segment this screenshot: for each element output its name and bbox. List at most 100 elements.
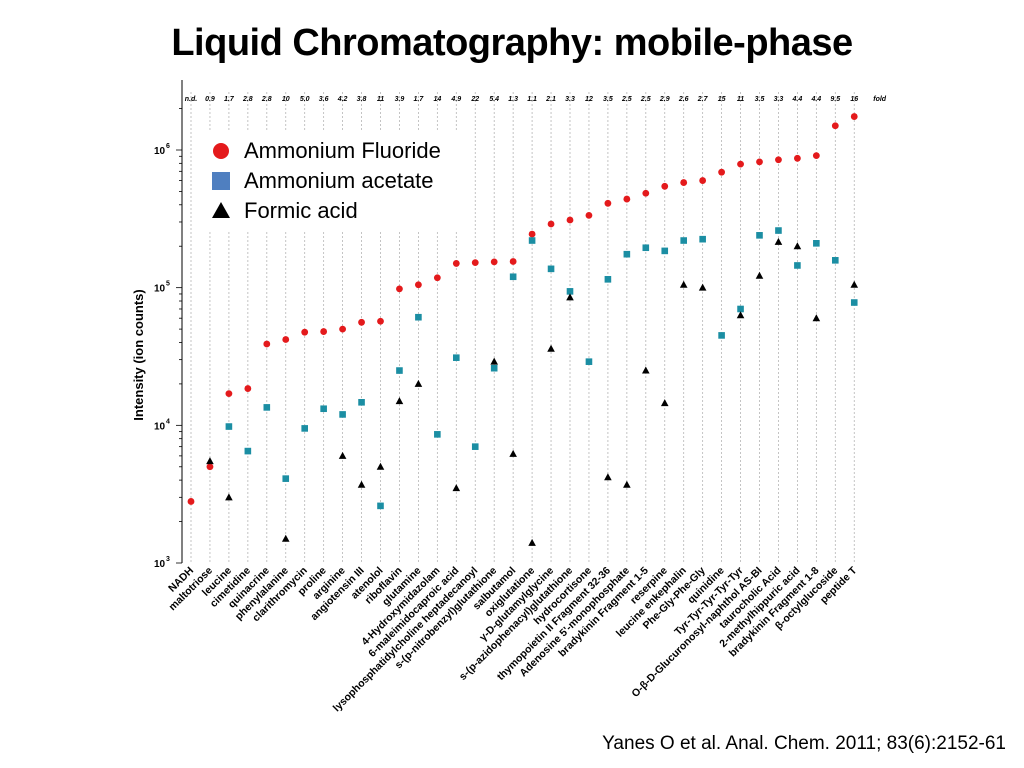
legend: Ammonium Fluoride Ammonium acetate Formi… — [204, 132, 474, 230]
y-tick-exponent: 3 — [166, 556, 170, 563]
fold-label: 3.6 — [319, 96, 329, 103]
fold-label: 9.5 — [830, 96, 840, 103]
fold-label: 16 — [850, 96, 858, 103]
y-tick-exponent: 6 — [166, 143, 170, 150]
point-formic-acid — [490, 357, 498, 365]
point-ammonium-acetate — [358, 398, 365, 406]
fold-label: 2.8 — [261, 96, 272, 103]
point-ammonium-fluoride — [794, 154, 801, 162]
fold-label: 1.3 — [508, 96, 518, 103]
fold-label: 2.6 — [678, 96, 689, 103]
fold-label: 2.9 — [659, 96, 670, 103]
point-ammonium-fluoride — [680, 179, 688, 186]
point-ammonium-fluoride — [699, 177, 707, 184]
point-formic-acid — [642, 366, 650, 374]
point-ammonium-acetate — [509, 273, 517, 281]
fold-label: 2.5 — [621, 96, 632, 103]
point-ammonium-fluoride — [812, 152, 820, 160]
y-axis-label: Intensity (ion counts) — [131, 289, 146, 420]
point-ammonium-acetate — [794, 262, 801, 269]
fold-label: 1.1 — [527, 96, 537, 103]
point-ammonium-fluoride — [528, 230, 536, 238]
point-ammonium-fluoride — [396, 285, 403, 293]
point-ammonium-acetate — [471, 443, 479, 450]
category-labels: NADHmaltotrioseleucinecimetidinequinacri… — [166, 564, 860, 714]
point-ammonium-acetate — [850, 299, 858, 306]
point-ammonium-fluoride — [187, 498, 195, 505]
point-formic-acid — [281, 534, 290, 542]
point-ammonium-acetate — [377, 502, 384, 510]
y-tick-label: 10 — [154, 421, 166, 432]
point-ammonium-acetate — [623, 250, 631, 258]
axis-layer — [176, 80, 183, 564]
point-ammonium-acetate — [547, 265, 555, 273]
point-ammonium-acetate — [813, 240, 820, 247]
point-ammonium-acetate — [263, 404, 271, 411]
fold-label: 2.5 — [640, 96, 651, 103]
point-ammonium-acetate — [434, 431, 441, 438]
fold-label: 22 — [470, 96, 479, 103]
fold-label: n.d. — [185, 96, 197, 103]
fold-label: 3.3 — [774, 96, 784, 103]
fold-label: 12 — [585, 96, 593, 103]
point-ammonium-acetate — [490, 364, 498, 372]
point-formic-acid — [604, 473, 612, 481]
point-ammonium-fluoride — [471, 259, 479, 267]
y-tick-label: 10 — [154, 284, 166, 295]
point-ammonium-acetate — [225, 423, 233, 430]
y-tick-label: 10 — [154, 559, 166, 570]
fold-label: 11 — [377, 96, 384, 103]
point-ammonium-fluoride — [566, 216, 574, 224]
point-ammonium-fluoride — [850, 113, 858, 120]
legend-marker-circle — [213, 143, 229, 159]
fold-label: 4.9 — [450, 96, 461, 103]
point-ammonium-fluoride — [452, 260, 460, 267]
fold-label: 3.9 — [395, 96, 405, 103]
point-formic-acid — [528, 538, 536, 546]
point-ammonium-acetate — [320, 405, 327, 413]
fold-label: 2.1 — [545, 96, 556, 103]
point-ammonium-acetate — [396, 367, 403, 374]
fold-label: 10 — [282, 96, 290, 103]
data-points — [187, 113, 859, 546]
point-ammonium-fluoride — [585, 211, 593, 219]
point-formic-acid — [679, 280, 688, 288]
point-formic-acid — [850, 280, 859, 288]
fold-label: 4.4 — [792, 96, 803, 103]
point-ammonium-acetate — [244, 447, 252, 455]
point-ammonium-fluoride — [206, 463, 214, 471]
citation: Yanes O et al. Anal. Chem. 2011; 83(6):2… — [602, 733, 1006, 754]
fold-label: 3.5 — [603, 96, 613, 103]
fold-label: 2.8 — [242, 96, 253, 103]
point-ammonium-acetate — [642, 244, 650, 252]
legend-label-ammonium-acetate: Ammonium acetate — [244, 168, 434, 193]
point-ammonium-acetate — [604, 276, 612, 283]
slide-title: Liquid Chromatography: mobile-phase — [171, 22, 853, 64]
point-ammonium-acetate — [661, 247, 669, 255]
y-tick-exponent: 4 — [166, 418, 170, 425]
point-ammonium-acetate — [718, 332, 725, 339]
point-ammonium-acetate — [699, 235, 706, 243]
fold-label: 14 — [433, 96, 441, 103]
point-ammonium-fluoride — [737, 160, 744, 168]
point-ammonium-acetate — [301, 425, 308, 432]
fold-label: 11 — [737, 96, 744, 103]
point-formic-acid — [755, 271, 764, 279]
fold-label: 15 — [718, 96, 726, 103]
point-ammonium-fluoride — [642, 189, 650, 197]
point-formic-acid — [547, 344, 555, 352]
point-ammonium-acetate — [453, 354, 460, 361]
point-ammonium-fluoride — [547, 220, 555, 228]
fold-labels: n.d. 0.9 1.7 2.8 2.8 10 5.0 3.6 4.2 3.8 11 3.9 1.7 14… — [185, 96, 887, 103]
y-tick-exponent: 5 — [166, 281, 170, 288]
point-ammonium-fluoride — [320, 328, 328, 335]
point-ammonium-fluoride — [661, 182, 669, 190]
y-tick-label: 10 — [154, 146, 166, 157]
point-ammonium-acetate — [339, 411, 346, 418]
point-formic-acid — [623, 480, 631, 488]
point-ammonium-fluoride — [756, 158, 763, 166]
point-ammonium-acetate — [528, 237, 536, 244]
fold-label: 4.4 — [810, 96, 821, 103]
